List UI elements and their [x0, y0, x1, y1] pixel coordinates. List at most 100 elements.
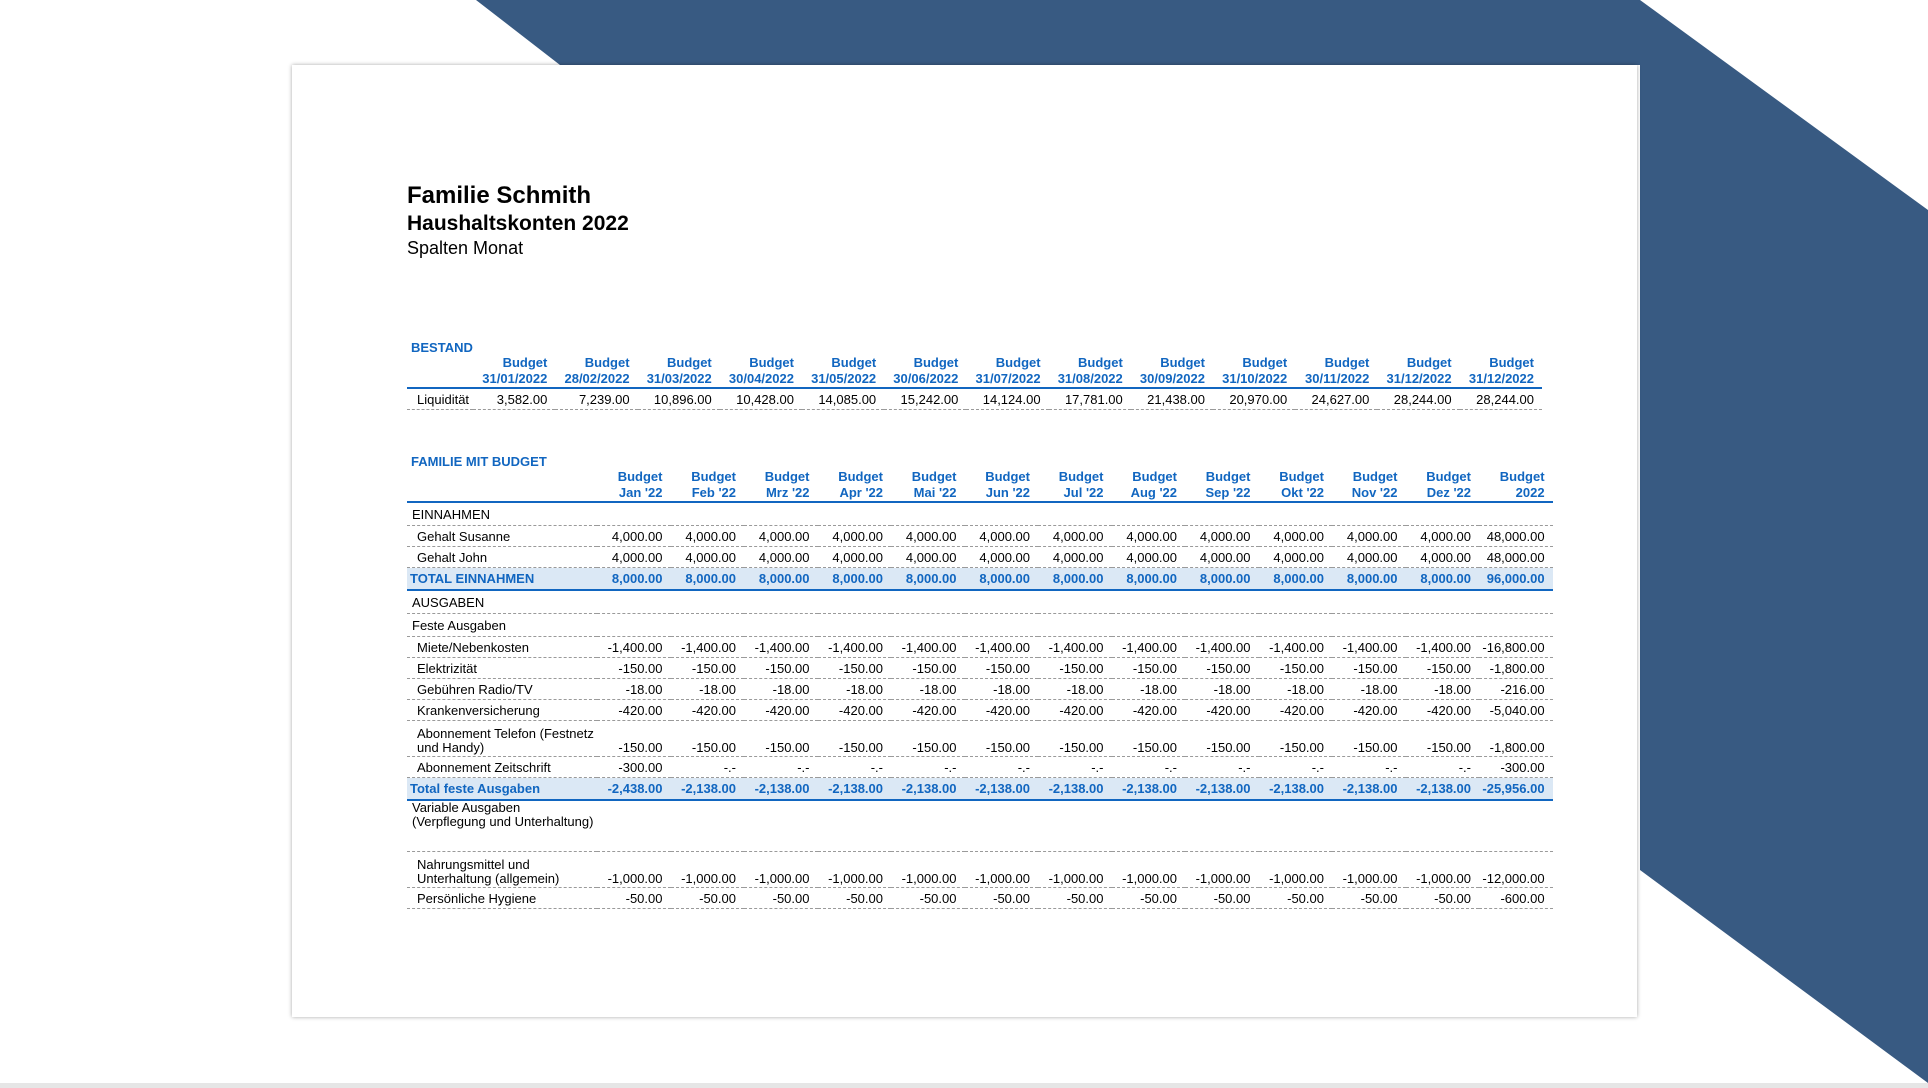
table-row: Gehalt Susanne 4,000.00 4,000.00 4,000.00 4,… — [407, 525, 1553, 547]
cell-value: 4,000.00 — [817, 525, 891, 547]
empty-cell — [1405, 502, 1479, 526]
cell-value: -1,800.00 — [1479, 720, 1553, 757]
cell-value: 8,000.00 — [964, 567, 1038, 591]
column-header-top: Budget — [995, 355, 1041, 370]
cell-value: 4,000.00 — [891, 546, 965, 568]
column-header-bottom: Feb '22 — [691, 485, 736, 500]
cell-value: 15,242.00 — [884, 388, 967, 410]
table-row: Persönliche Hygiene -50.00 -50.00 -50.00 -50… — [407, 887, 1553, 909]
cell-value: 8,000.00 — [1185, 567, 1259, 591]
cell-value: -150.00 — [597, 657, 671, 679]
cell-value: -420.00 — [1185, 699, 1259, 721]
cell-value: 4,000.00 — [744, 525, 818, 547]
cell-value: 17,781.00 — [1048, 388, 1131, 410]
column-header-top: Budget — [666, 355, 712, 370]
column-header: Budget Aug '22 — [1111, 469, 1185, 503]
column-header: Budget 31/05/2022 — [801, 355, 885, 389]
cell-value: 4,000.00 — [817, 546, 891, 568]
column-header-top: Budget — [1160, 355, 1205, 370]
cell-value: 4,000.00 — [1258, 525, 1332, 547]
column-header: Budget 31/07/2022 — [966, 355, 1049, 389]
cell-value: 8,000.00 — [1111, 567, 1185, 591]
cell-value: -2,138.00 — [744, 777, 818, 801]
cell-value: -50.00 — [891, 887, 965, 909]
cell-value: -150.00 — [964, 657, 1038, 679]
row-label: Krankenversicherung — [407, 699, 597, 721]
table-row: Gehalt John 4,000.00 4,000.00 4,000.00 4,000… — [407, 546, 1553, 568]
cell-value: -420.00 — [744, 699, 818, 721]
report-title: Haushaltskonten 2022 — [407, 212, 629, 235]
cell-value: 14,085.00 — [801, 388, 885, 410]
column-header-row: Budget Jan '22 Budget Feb '22 Budget Mrz '22 B… — [407, 469, 1553, 503]
column-header-top: Budget — [913, 355, 959, 370]
column-header: Budget 31/10/2022 — [1212, 355, 1296, 389]
empty-cell — [891, 502, 965, 526]
column-header-top: Budget — [985, 469, 1030, 484]
cell-value: -18.00 — [744, 678, 818, 700]
cell-value: -150.00 — [1258, 657, 1332, 679]
empty-cell — [1405, 613, 1479, 637]
cell-value: -.- — [670, 756, 744, 778]
cell-value: -.- — [1258, 756, 1332, 778]
column-header-top: Budget — [1406, 355, 1452, 370]
cell-value: -1,000.00 — [1038, 851, 1112, 888]
cell-value: -18.00 — [1332, 678, 1406, 700]
cell-value: -150.00 — [1185, 720, 1259, 757]
cell-value: -216.00 — [1479, 678, 1553, 700]
column-header-top: Budget — [617, 469, 663, 484]
group-row: EINNAHMEN — [407, 502, 1553, 526]
cell-value: -1,000.00 — [1111, 851, 1185, 888]
empty-cell — [817, 613, 891, 637]
cell-value: 28,244.00 — [1459, 388, 1542, 410]
cell-value: 4,000.00 — [891, 525, 965, 547]
column-header-top: Budget — [749, 355, 794, 370]
empty-cell — [744, 502, 818, 526]
cell-value: -1,000.00 — [817, 851, 891, 888]
cell-value: -420.00 — [1405, 699, 1479, 721]
cell-value: -150.00 — [1332, 657, 1406, 679]
cell-value: -12,000.00 — [1479, 851, 1553, 888]
column-header-top: Budget — [1078, 355, 1123, 370]
empty-cell — [1038, 502, 1112, 526]
cell-value: -1,400.00 — [891, 636, 965, 658]
empty-cell — [670, 613, 744, 637]
column-header-bottom: Aug '22 — [1130, 485, 1177, 500]
column-header-bottom: 31/03/2022 — [646, 371, 712, 386]
column-header-top: Budget — [1426, 469, 1471, 484]
cell-value: -150.00 — [1185, 657, 1259, 679]
column-header-bottom: Apr '22 — [839, 485, 883, 500]
cell-value: -1,400.00 — [964, 636, 1038, 658]
cell-value: -50.00 — [817, 887, 891, 909]
column-header-bottom: 31/01/2022 — [482, 371, 548, 386]
group-row: Feste Ausgaben — [407, 613, 1553, 637]
report-page: Familie Schmith Haushaltskonten 2022 Spa… — [292, 65, 1637, 1017]
cell-value: -150.00 — [597, 720, 671, 757]
column-header: Budget Jun '22 — [964, 469, 1038, 503]
column-header-top: Budget — [1205, 469, 1251, 484]
background-band — [476, 0, 1928, 1083]
cell-value: -150.00 — [964, 720, 1038, 757]
cell-value: 24,627.00 — [1295, 388, 1378, 410]
empty-cell — [744, 590, 818, 614]
cell-value: 10,896.00 — [637, 388, 720, 410]
row-label: Abonnement Zeitschrift — [407, 756, 597, 778]
cell-value: -420.00 — [1111, 699, 1185, 721]
cell-value: -1,400.00 — [1258, 636, 1332, 658]
report-subtitle: Spalten Monat — [407, 238, 524, 258]
cell-value: -2,138.00 — [1258, 777, 1332, 801]
column-header-top: Budget — [1279, 469, 1324, 484]
cell-value: 8,000.00 — [1038, 567, 1112, 591]
cell-value: -150.00 — [1111, 720, 1185, 757]
row-label: EINNAHMEN — [407, 502, 597, 526]
cell-value: 4,000.00 — [670, 546, 744, 568]
column-header: Budget 31/12/2022 — [1459, 355, 1542, 389]
empty-cell — [1111, 613, 1185, 637]
column-header-bottom: Jul '22 — [1063, 485, 1104, 500]
section-title-row: BESTAND — [407, 335, 1542, 355]
empty-cell — [891, 800, 965, 852]
cell-value: 4,000.00 — [1111, 525, 1185, 547]
cell-value: -2,138.00 — [1038, 777, 1112, 801]
cell-value: -50.00 — [1332, 887, 1406, 909]
cell-value: 8,000.00 — [597, 567, 671, 591]
empty-cell — [744, 613, 818, 637]
